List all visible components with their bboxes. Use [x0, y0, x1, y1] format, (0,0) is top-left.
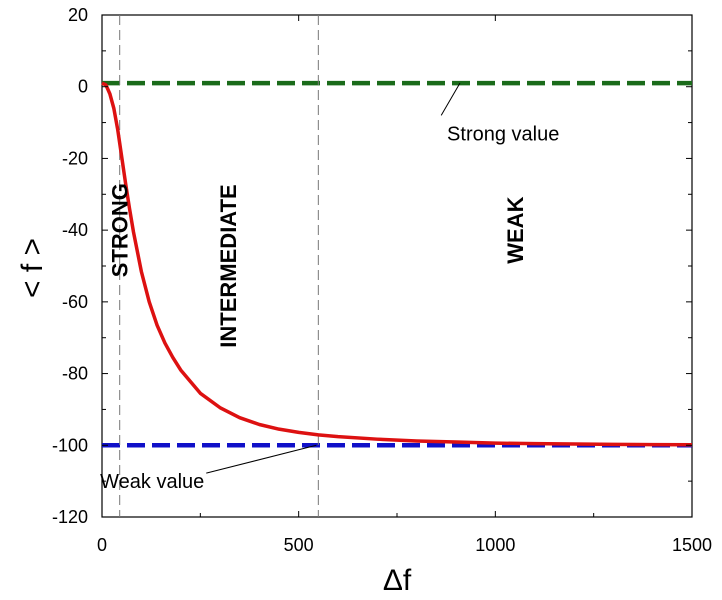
y-tick-label: -40	[62, 220, 88, 240]
weak-value-label: Weak value	[100, 471, 204, 493]
y-tick-label: -100	[52, 435, 88, 455]
annotation-pointer	[440, 82, 461, 116]
x-tick-label: 1500	[672, 535, 712, 555]
strong-value-label: Strong value	[447, 123, 559, 145]
y-tick-label: -20	[62, 148, 88, 168]
y-tick-label: -60	[62, 292, 88, 312]
x-tick-label: 1000	[475, 535, 515, 555]
y-tick-label: 0	[78, 77, 88, 97]
region-label-strong: STRONG	[108, 183, 133, 277]
series-curve	[101, 81, 693, 447]
region-label-intermediate: INTERMEDIATE	[216, 184, 241, 347]
x-axis-title: Δf	[383, 564, 412, 597]
y-tick-label: -120	[52, 507, 88, 527]
y-tick-label: -80	[62, 364, 88, 384]
y-axis-title: < f >	[16, 238, 49, 298]
x-tick-label: 0	[97, 535, 107, 555]
y-tick-label: 20	[68, 5, 88, 25]
region-label-weak: WEAK	[503, 196, 528, 263]
annotation-pointer	[206, 444, 317, 474]
x-tick-label: 500	[284, 535, 314, 555]
